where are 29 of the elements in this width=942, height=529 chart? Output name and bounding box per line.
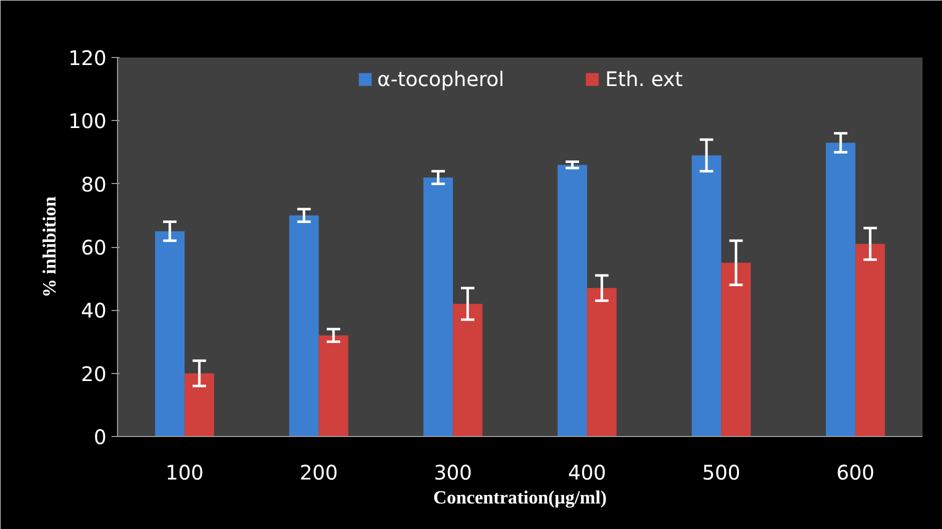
- bar: [558, 164, 588, 436]
- bar: [692, 155, 722, 436]
- y-tick-label: 40: [81, 298, 107, 323]
- bar: [721, 262, 751, 436]
- bar: [289, 215, 319, 436]
- y-tick-label: 0: [94, 425, 107, 449]
- x-tick-label: 400: [568, 460, 606, 484]
- bar: [855, 244, 885, 436]
- x-tick-label: 200: [300, 460, 338, 484]
- x-tick-label: 300: [434, 460, 472, 484]
- legend-label: α-tocopherol: [377, 67, 504, 91]
- y-tick-label: 120: [68, 46, 107, 70]
- bar: [423, 178, 453, 436]
- y-tick-label: 20: [81, 362, 107, 386]
- bar: [452, 304, 482, 436]
- y-axis-title: % inhibition: [39, 196, 60, 298]
- x-axis-title: Concentration(µg/ml): [433, 488, 607, 508]
- bar: [587, 288, 617, 436]
- x-tick-label: 500: [702, 460, 740, 484]
- bar: [155, 231, 185, 436]
- bar: [826, 142, 856, 436]
- y-tick-label: 80: [81, 172, 107, 196]
- legend-label: Eth. ext: [605, 67, 683, 91]
- bar: [318, 335, 348, 436]
- y-tick-label: 60: [81, 236, 107, 260]
- bar: [184, 373, 214, 436]
- x-tick-label: 100: [165, 460, 204, 484]
- x-tick-label: 600: [836, 460, 875, 484]
- y-tick-label: 100: [68, 109, 107, 134]
